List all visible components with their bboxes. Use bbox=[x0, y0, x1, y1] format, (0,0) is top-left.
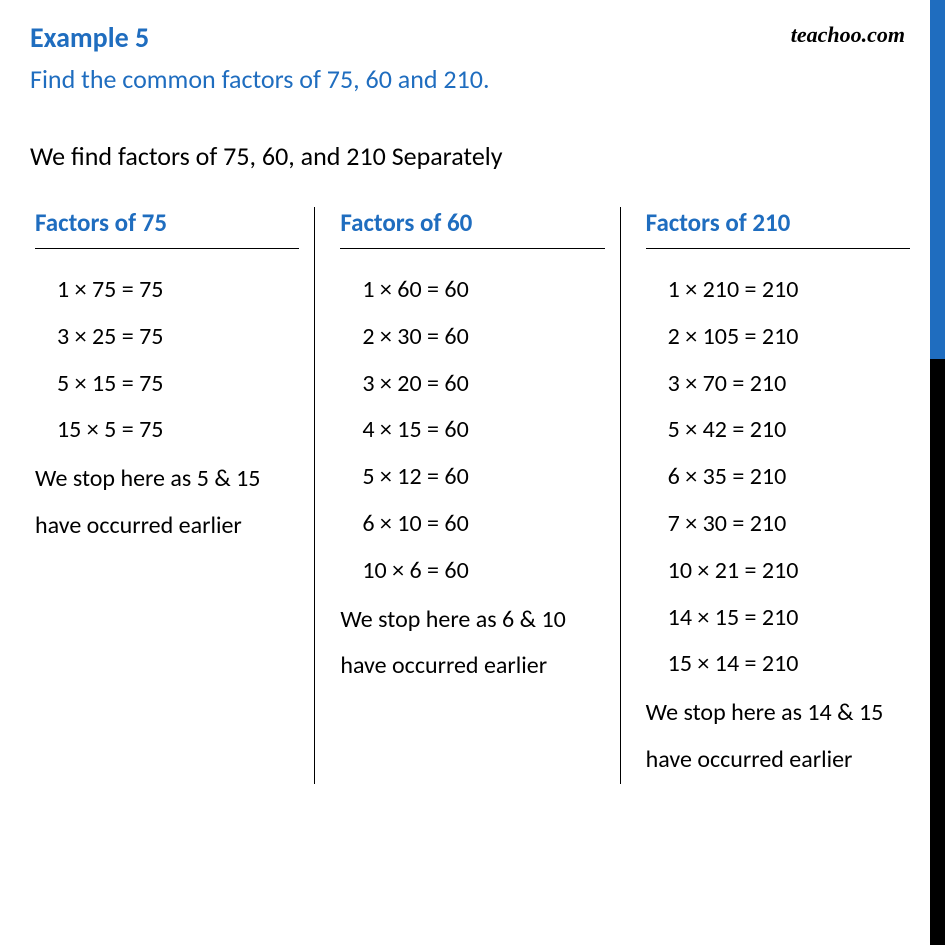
factor-row: 10 × 21 = 210 bbox=[646, 548, 910, 595]
factor-row: 3 × 70 = 210 bbox=[646, 361, 910, 408]
factor-row: 2 × 30 = 60 bbox=[340, 314, 604, 361]
factor-columns: Factors of 75 1 × 75 = 75 3 × 25 = 75 5 … bbox=[30, 207, 925, 784]
factor-row: 5 × 15 = 75 bbox=[35, 361, 299, 408]
factor-row: 4 × 15 = 60 bbox=[340, 407, 604, 454]
column-header: Factors of 75 bbox=[35, 207, 299, 249]
factor-row: 6 × 35 = 210 bbox=[646, 454, 910, 501]
factor-row: 3 × 20 = 60 bbox=[340, 361, 604, 408]
factor-row: 10 × 6 = 60 bbox=[340, 548, 604, 595]
factor-row: 6 × 10 = 60 bbox=[340, 501, 604, 548]
column-header: Factors of 210 bbox=[646, 207, 910, 249]
side-accent-black bbox=[930, 359, 945, 945]
column-60: Factors of 60 1 × 60 = 60 2 × 30 = 60 3 … bbox=[314, 207, 619, 784]
factor-row: 1 × 210 = 210 bbox=[646, 267, 910, 314]
factor-row: 1 × 60 = 60 bbox=[340, 267, 604, 314]
intro-text: We find factors of 75, 60, and 210 Separ… bbox=[30, 140, 915, 172]
factor-row: 15 × 5 = 75 bbox=[35, 407, 299, 454]
factor-row: 14 × 15 = 210 bbox=[646, 595, 910, 642]
column-210: Factors of 210 1 × 210 = 210 2 × 105 = 2… bbox=[620, 207, 925, 784]
watermark: teachoo.com bbox=[791, 22, 905, 48]
side-accent-blue bbox=[930, 0, 945, 359]
question-text: Find the common factors of 75, 60 and 21… bbox=[30, 63, 915, 95]
factor-row: 7 × 30 = 210 bbox=[646, 501, 910, 548]
factor-row: 3 × 25 = 75 bbox=[35, 314, 299, 361]
stop-note: We stop here as 14 & 15 have occurred ea… bbox=[646, 690, 910, 784]
example-label: Example 5 bbox=[30, 20, 915, 55]
column-header: Factors of 60 bbox=[340, 207, 604, 249]
factor-row: 2 × 105 = 210 bbox=[646, 314, 910, 361]
factor-row: 5 × 42 = 210 bbox=[646, 407, 910, 454]
stop-note: We stop here as 6 & 10 have occurred ear… bbox=[340, 597, 604, 691]
column-75: Factors of 75 1 × 75 = 75 3 × 25 = 75 5 … bbox=[30, 207, 314, 784]
factor-row: 15 × 14 = 210 bbox=[646, 641, 910, 688]
stop-note: We stop here as 5 & 15 have occurred ear… bbox=[35, 456, 299, 550]
factor-row: 1 × 75 = 75 bbox=[35, 267, 299, 314]
factor-row: 5 × 12 = 60 bbox=[340, 454, 604, 501]
